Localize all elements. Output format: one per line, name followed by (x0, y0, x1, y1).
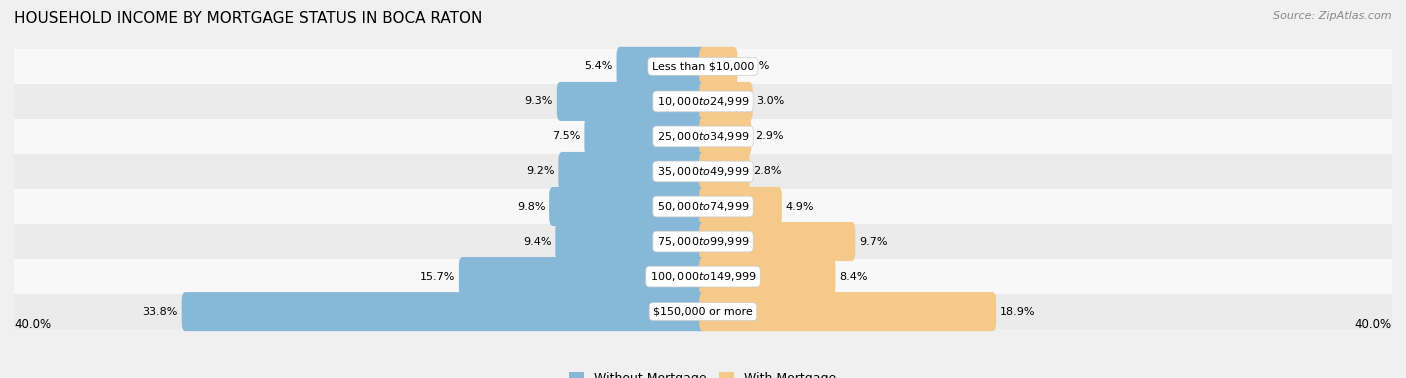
Text: 2.0%: 2.0% (741, 61, 769, 71)
Text: $100,000 to $149,999: $100,000 to $149,999 (650, 270, 756, 283)
FancyBboxPatch shape (699, 47, 737, 86)
Text: $50,000 to $74,999: $50,000 to $74,999 (657, 200, 749, 213)
Text: 9.7%: 9.7% (859, 237, 887, 246)
Bar (14, 49, 1392, 84)
Bar (14, 259, 1392, 294)
FancyBboxPatch shape (557, 82, 707, 121)
Text: $10,000 to $24,999: $10,000 to $24,999 (657, 95, 749, 108)
Bar (14, 119, 1392, 154)
Text: $35,000 to $49,999: $35,000 to $49,999 (657, 165, 749, 178)
FancyBboxPatch shape (699, 292, 997, 331)
FancyBboxPatch shape (699, 82, 752, 121)
Text: 8.4%: 8.4% (839, 271, 868, 282)
FancyBboxPatch shape (458, 257, 707, 296)
Text: 4.9%: 4.9% (786, 201, 814, 212)
Text: 18.9%: 18.9% (1000, 307, 1035, 317)
Text: 40.0%: 40.0% (14, 318, 51, 331)
Legend: Without Mortgage, With Mortgage: Without Mortgage, With Mortgage (564, 367, 842, 378)
Text: $25,000 to $34,999: $25,000 to $34,999 (657, 130, 749, 143)
FancyBboxPatch shape (558, 152, 707, 191)
Text: 9.4%: 9.4% (523, 237, 551, 246)
Text: 5.4%: 5.4% (585, 61, 613, 71)
FancyBboxPatch shape (181, 292, 707, 331)
Bar (14, 154, 1392, 189)
Text: $150,000 or more: $150,000 or more (654, 307, 752, 317)
FancyBboxPatch shape (699, 257, 835, 296)
Text: 2.8%: 2.8% (754, 166, 782, 177)
Text: 9.3%: 9.3% (524, 96, 553, 107)
FancyBboxPatch shape (585, 117, 707, 156)
Bar (14, 84, 1392, 119)
Text: 9.2%: 9.2% (526, 166, 554, 177)
Text: 33.8%: 33.8% (142, 307, 179, 317)
FancyBboxPatch shape (616, 47, 707, 86)
Text: 2.9%: 2.9% (755, 132, 783, 141)
FancyBboxPatch shape (550, 187, 707, 226)
FancyBboxPatch shape (699, 117, 751, 156)
Bar (14, 224, 1392, 259)
Text: 7.5%: 7.5% (553, 132, 581, 141)
Text: Source: ZipAtlas.com: Source: ZipAtlas.com (1274, 11, 1392, 21)
FancyBboxPatch shape (699, 187, 782, 226)
Text: 3.0%: 3.0% (756, 96, 785, 107)
Text: HOUSEHOLD INCOME BY MORTGAGE STATUS IN BOCA RATON: HOUSEHOLD INCOME BY MORTGAGE STATUS IN B… (14, 11, 482, 26)
Bar (14, 294, 1392, 329)
Text: Less than $10,000: Less than $10,000 (652, 61, 754, 71)
FancyBboxPatch shape (699, 222, 855, 261)
FancyBboxPatch shape (555, 222, 707, 261)
Text: $75,000 to $99,999: $75,000 to $99,999 (657, 235, 749, 248)
FancyBboxPatch shape (699, 152, 749, 191)
Text: 9.8%: 9.8% (517, 201, 546, 212)
Bar (14, 189, 1392, 224)
Text: 40.0%: 40.0% (1355, 318, 1392, 331)
Text: 15.7%: 15.7% (419, 271, 456, 282)
